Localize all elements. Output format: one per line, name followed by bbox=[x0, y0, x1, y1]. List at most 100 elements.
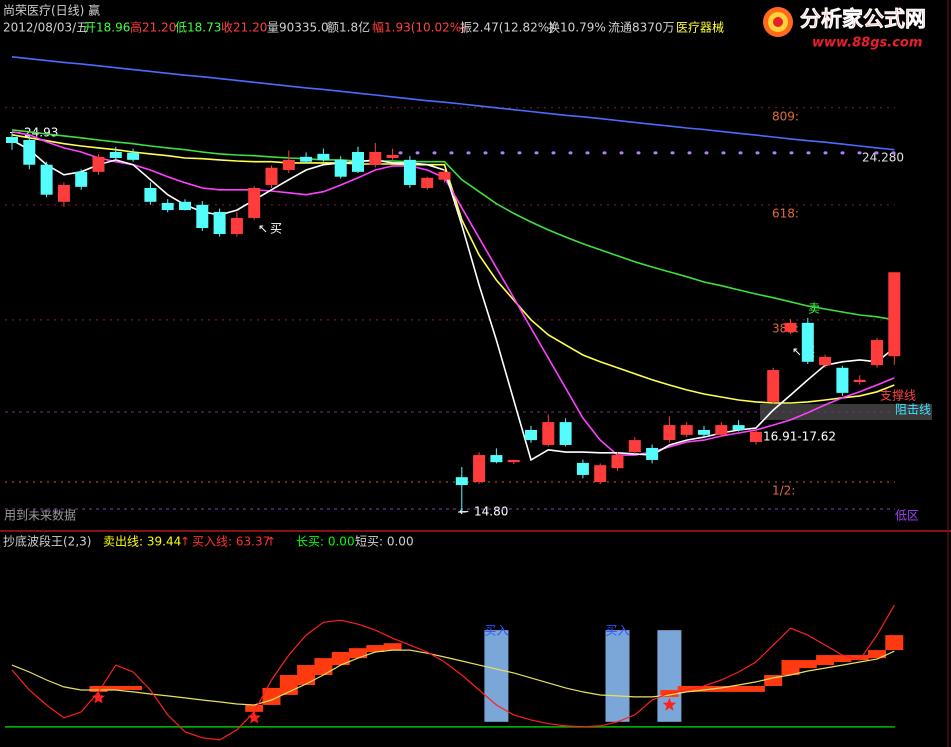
candle-body bbox=[248, 187, 261, 218]
block bbox=[746, 685, 765, 692]
candle-body bbox=[92, 156, 105, 172]
block bbox=[331, 652, 350, 666]
block bbox=[868, 650, 886, 659]
ma-line bbox=[11, 131, 895, 456]
block bbox=[677, 685, 696, 692]
candle-body bbox=[265, 167, 278, 185]
sell-label: 卖 bbox=[808, 302, 820, 316]
block bbox=[798, 660, 817, 669]
turnover: 换10.79% bbox=[548, 21, 606, 35]
block bbox=[764, 675, 783, 686]
candle-body bbox=[282, 159, 295, 170]
block bbox=[885, 635, 904, 651]
candle-body bbox=[853, 379, 866, 383]
star-marker bbox=[247, 710, 261, 724]
candle-body bbox=[455, 477, 468, 486]
candle-body bbox=[109, 151, 122, 158]
candle-body bbox=[40, 164, 53, 195]
candle-body bbox=[663, 425, 676, 441]
price-level-label: 24.280 bbox=[862, 151, 904, 165]
candle-body bbox=[421, 177, 434, 188]
candle-body bbox=[576, 462, 589, 475]
support-label: 支撑线 bbox=[880, 388, 916, 403]
block bbox=[695, 685, 713, 692]
block bbox=[729, 685, 748, 692]
candle-body bbox=[628, 440, 641, 453]
candle-body bbox=[801, 322, 814, 362]
candle-body bbox=[715, 425, 728, 435]
ma-line bbox=[11, 129, 895, 321]
float-shares: 流通8370万 bbox=[608, 21, 675, 35]
candle-body bbox=[749, 431, 762, 442]
candle-body bbox=[784, 322, 797, 332]
signal-label: 买入 bbox=[605, 624, 629, 638]
candle-body bbox=[611, 455, 624, 469]
candle-body bbox=[507, 459, 520, 463]
resist-label: 阻击线 bbox=[895, 403, 931, 417]
change: 幅1.93(10.02%) bbox=[372, 20, 466, 35]
candle-body bbox=[6, 137, 18, 143]
signal-label: 买入 bbox=[484, 624, 508, 638]
buy-label: 买 bbox=[270, 222, 282, 236]
block bbox=[383, 643, 402, 651]
candle-body bbox=[490, 455, 503, 463]
block bbox=[781, 660, 800, 676]
candle-body bbox=[75, 171, 88, 187]
low-mark-label: 14.80 bbox=[474, 505, 508, 519]
candle-body bbox=[179, 201, 191, 211]
candle-body bbox=[317, 153, 330, 160]
level-label: 809: bbox=[772, 109, 799, 123]
sector: 医疗器械 bbox=[676, 20, 724, 35]
candle-body bbox=[473, 455, 486, 483]
close: 收21.20 bbox=[221, 21, 267, 35]
stock-title: 尚荣医疗(日线) 赢 bbox=[3, 3, 100, 18]
block bbox=[314, 658, 333, 676]
block bbox=[124, 685, 143, 690]
star-marker bbox=[662, 698, 677, 711]
candle-body bbox=[127, 152, 140, 160]
open: 开18.96 bbox=[84, 21, 130, 35]
range-label: 16.91-17.62 bbox=[763, 430, 836, 444]
candle-body bbox=[888, 272, 901, 357]
logo-icon bbox=[763, 7, 793, 37]
candle-body bbox=[698, 429, 710, 435]
candle-body bbox=[386, 154, 399, 158]
candle-body bbox=[213, 211, 226, 235]
candle-body bbox=[352, 151, 364, 172]
block bbox=[349, 648, 367, 659]
candle-body bbox=[680, 425, 693, 435]
ma-line bbox=[11, 56, 895, 151]
date: 2012/08/03/五 bbox=[3, 21, 88, 35]
candle-body bbox=[403, 159, 416, 185]
buy-arrow: ↖ bbox=[792, 345, 802, 359]
candle-body bbox=[594, 465, 607, 483]
logo-url: www.88gs.com bbox=[812, 36, 922, 51]
candle-body bbox=[525, 429, 537, 441]
block bbox=[89, 685, 108, 692]
ma-line bbox=[11, 139, 895, 462]
candle-body bbox=[196, 204, 209, 229]
candle-body bbox=[300, 156, 313, 162]
candle-body bbox=[542, 422, 555, 445]
amount: 额1.8亿 bbox=[327, 20, 370, 35]
low-arrow: ← bbox=[459, 505, 469, 519]
candle-body bbox=[559, 422, 572, 445]
candle-body bbox=[334, 159, 347, 177]
candle-body bbox=[767, 370, 780, 402]
block bbox=[833, 655, 852, 662]
amplitude: 振2.47(12.82%) bbox=[460, 21, 554, 35]
block bbox=[245, 704, 264, 712]
candle-body bbox=[57, 184, 70, 202]
block bbox=[816, 655, 835, 666]
candle-body bbox=[836, 367, 849, 393]
level-label: 618: bbox=[772, 206, 799, 220]
future-data-note: 用到未来数据 bbox=[4, 508, 76, 523]
legend-sell: 卖出线: 39.44 bbox=[103, 535, 181, 549]
indicator-line bbox=[11, 649, 895, 706]
logo-name: 分析家公式网 bbox=[800, 7, 926, 31]
candle-body bbox=[871, 340, 883, 366]
candle-body bbox=[732, 425, 745, 430]
legend-arrow: ↑ bbox=[266, 535, 276, 549]
legend-arrow: ↑ bbox=[180, 535, 190, 549]
